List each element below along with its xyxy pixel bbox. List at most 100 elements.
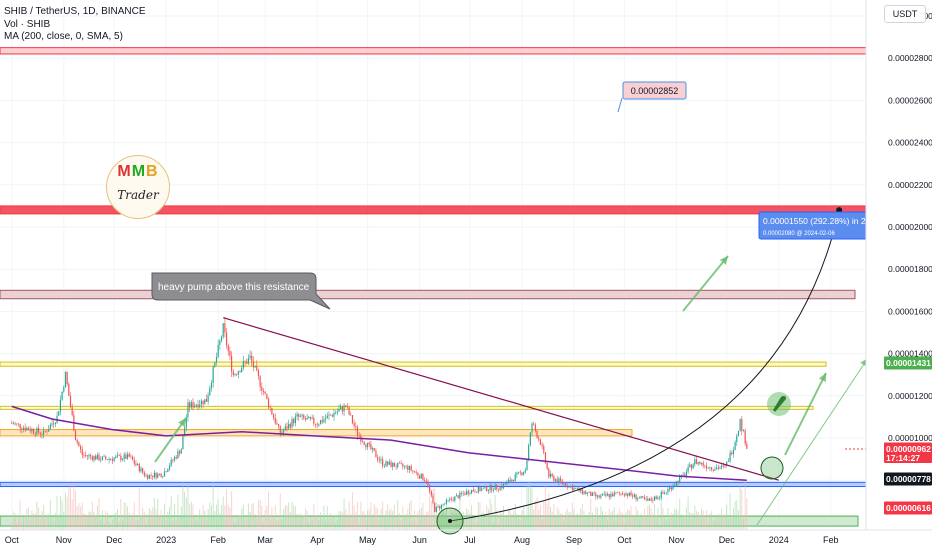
candle-body[interactable] <box>121 459 124 461</box>
candle-body[interactable] <box>306 418 308 420</box>
candle-body[interactable] <box>98 454 100 461</box>
candle-body[interactable] <box>457 495 459 499</box>
candle-body[interactable] <box>126 454 129 459</box>
candle-body[interactable] <box>739 419 741 431</box>
candle-body[interactable] <box>152 475 154 478</box>
candle-body[interactable] <box>244 361 246 362</box>
candle-body[interactable] <box>628 492 630 496</box>
candle-body[interactable] <box>69 395 72 407</box>
candle-body[interactable] <box>180 449 182 454</box>
candle-body[interactable] <box>672 486 674 490</box>
candle-body[interactable] <box>630 492 632 496</box>
candle-body[interactable] <box>496 484 498 490</box>
candle-body[interactable] <box>679 477 681 484</box>
candle-body[interactable] <box>559 478 562 481</box>
candle-body[interactable] <box>51 423 53 425</box>
candle-body[interactable] <box>182 436 184 450</box>
candle-body[interactable] <box>744 430 746 444</box>
candle-body[interactable] <box>737 430 740 436</box>
candle-body[interactable] <box>66 371 68 385</box>
candle-body[interactable] <box>200 400 202 405</box>
candle-body[interactable] <box>692 464 694 469</box>
candle-body[interactable] <box>633 494 635 497</box>
candle-body[interactable] <box>356 427 359 436</box>
candle-body[interactable] <box>319 420 322 425</box>
candle-body[interactable] <box>506 481 508 485</box>
candle-body[interactable] <box>321 420 323 423</box>
candle-body[interactable] <box>600 495 602 498</box>
candle-body[interactable] <box>596 495 599 497</box>
candle-body[interactable] <box>150 474 152 476</box>
candle-body[interactable] <box>442 504 444 505</box>
candle-body[interactable] <box>664 492 666 494</box>
candle-body[interactable] <box>575 488 577 489</box>
candle-body[interactable] <box>16 423 18 425</box>
candle-body[interactable] <box>576 487 578 489</box>
candle-body[interactable] <box>380 459 382 461</box>
candle-body[interactable] <box>113 458 115 461</box>
candle-body[interactable] <box>695 459 698 464</box>
candle-body[interactable] <box>289 423 291 428</box>
candle-body[interactable] <box>252 361 255 368</box>
candle-body[interactable] <box>93 456 95 460</box>
candle-body[interactable] <box>331 415 333 417</box>
candle-body[interactable] <box>24 427 26 431</box>
candle-body[interactable] <box>370 444 372 450</box>
candle-body[interactable] <box>625 493 627 496</box>
candle-body[interactable] <box>91 456 93 460</box>
zone-green-base[interactable] <box>0 515 859 527</box>
candle-body[interactable] <box>447 499 449 501</box>
candle-body[interactable] <box>262 390 265 392</box>
candle-body[interactable] <box>59 399 62 412</box>
candle-body[interactable] <box>570 485 572 487</box>
candle-body[interactable] <box>22 427 25 430</box>
candle-body[interactable] <box>494 484 496 491</box>
candle-body[interactable] <box>105 456 107 460</box>
candle-body[interactable] <box>729 452 731 462</box>
candle-body[interactable] <box>611 494 614 497</box>
candle-body[interactable] <box>215 356 218 363</box>
ma200-line[interactable] <box>11 405 747 481</box>
badge-green-price[interactable]: 0.00001431 <box>886 358 931 368</box>
candle-body[interactable] <box>212 366 214 383</box>
candle-body[interactable] <box>665 492 667 493</box>
candle-body[interactable] <box>687 466 689 472</box>
candle-body[interactable] <box>111 459 114 461</box>
candle-body[interactable] <box>316 424 318 426</box>
candle-body[interactable] <box>368 442 370 445</box>
candle-body[interactable] <box>556 479 558 483</box>
candle-body[interactable] <box>237 371 239 375</box>
candle-body[interactable] <box>507 479 510 482</box>
candle-body[interactable] <box>351 415 354 424</box>
candle-body[interactable] <box>229 350 231 356</box>
candle-body[interactable] <box>533 423 535 425</box>
candle-body[interactable] <box>650 498 652 501</box>
candle-body[interactable] <box>308 416 310 419</box>
candle-body[interactable] <box>455 495 458 497</box>
candle-body[interactable] <box>554 479 557 481</box>
candle-body[interactable] <box>101 456 103 460</box>
candle-body[interactable] <box>123 454 125 460</box>
candle-body[interactable] <box>264 391 266 394</box>
candle-body[interactable] <box>716 467 718 470</box>
candle-body[interactable] <box>377 457 379 460</box>
candle-body[interactable] <box>580 488 582 491</box>
candle-body[interactable] <box>340 406 342 410</box>
candle-body[interactable] <box>231 355 233 372</box>
candle-body[interactable] <box>61 391 63 400</box>
candle-body[interactable] <box>38 428 40 433</box>
candle-body[interactable] <box>41 434 43 436</box>
candle-body[interactable] <box>658 497 661 499</box>
candle-body[interactable] <box>358 435 360 437</box>
candle-body[interactable] <box>225 332 228 346</box>
candle-body[interactable] <box>608 494 610 498</box>
candle-body[interactable] <box>539 439 542 445</box>
candle-body[interactable] <box>742 430 745 432</box>
candle-body[interactable] <box>64 371 67 388</box>
candle-body[interactable] <box>383 465 385 467</box>
candle-body[interactable] <box>378 459 380 461</box>
candle-body[interactable] <box>219 340 221 345</box>
candle-body[interactable] <box>137 464 139 465</box>
candle-body[interactable] <box>277 424 280 426</box>
candle-body[interactable] <box>563 483 565 484</box>
